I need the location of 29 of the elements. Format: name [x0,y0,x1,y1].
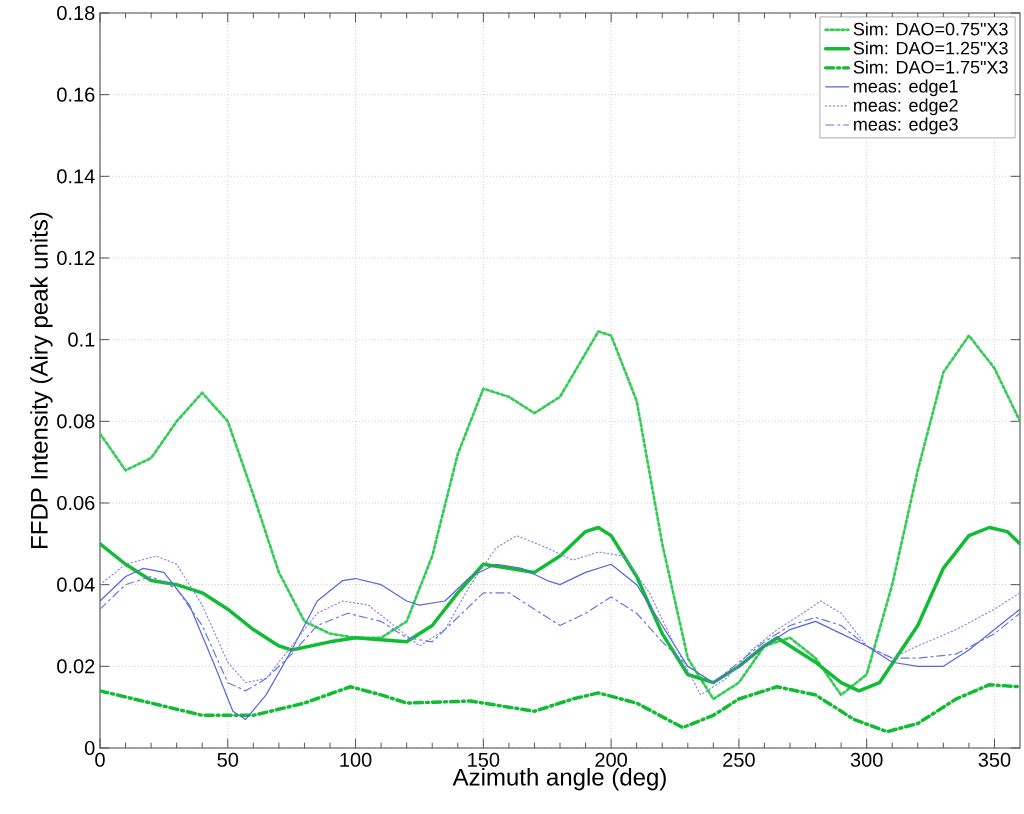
y-tick-label: 0.04 [57,577,95,592]
x-tick-label: 150 [468,752,500,767]
y-tick-label: 0.12 [57,250,95,266]
y-tick-label: 0.16 [57,87,95,102]
line-series [100,330,1021,701]
x-tick-label: 0 [95,752,105,767]
y-tick-label: 0.02 [57,659,95,674]
legend-label: Sim: DAO=1.75"X3 [853,60,1008,74]
y-tick-label: 0 [84,740,95,756]
legend-label: Sim: DAO=1.25"X3 [853,41,1008,55]
x-tick-label: 350 [978,752,1011,767]
legend-label: meas: edge3 [854,117,958,135]
legend-label: Sim: DAO=0.75"X3 [853,22,1008,36]
y-axis-title: FFDP Intensity (Airy peak units) [30,212,53,548]
y-tick-label: 0.14 [57,169,95,184]
y-tick-label: 0.06 [57,495,95,511]
x-axis-title: Azimuth angle (deg) [452,768,666,791]
line-series [100,575,1021,692]
x-tick-label: 100 [340,752,372,767]
y-tick-label: 0.1 [68,332,95,347]
x-tick-label: 250 [723,752,755,767]
y-tick-label: 0.18 [57,5,95,21]
x-tick-label: 300 [850,752,883,767]
x-tick-label: 200 [595,752,627,767]
legend-label: meas: edge1 [854,79,958,97]
legend-label: meas: edge2 [854,98,958,116]
y-tick-label: 0.08 [57,414,95,429]
line-series [100,563,1021,721]
x-tick-label: 50 [217,752,239,767]
